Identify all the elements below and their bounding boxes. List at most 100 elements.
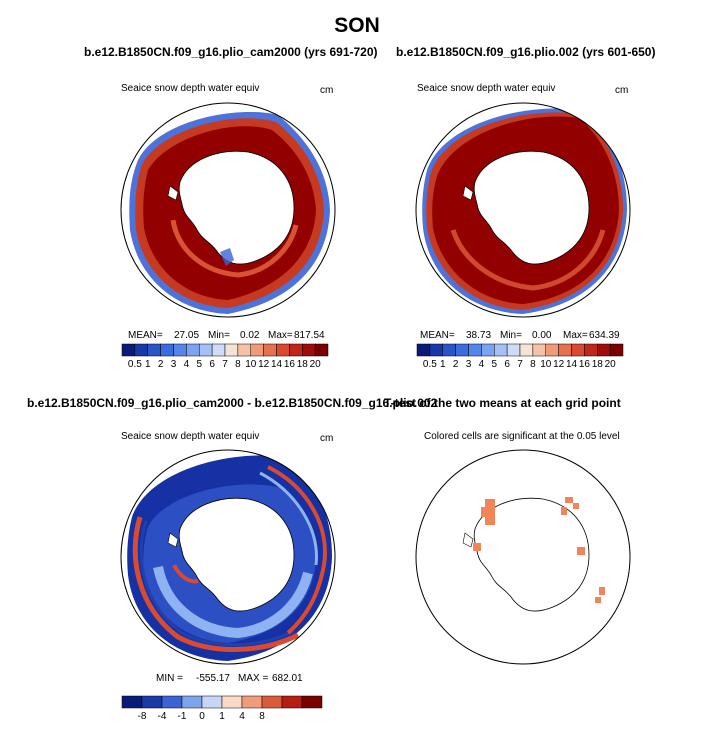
- colorbar-tick-label: 12: [258, 359, 270, 370]
- colorbar-swatch: [506, 343, 521, 357]
- polar-map-top-right: [415, 102, 631, 318]
- stat-max-top-right: 634.39: [589, 330, 620, 341]
- stat-max-label-top-left: Max=: [268, 330, 293, 341]
- colorbar-swatch: [532, 343, 546, 357]
- units-label-bottom-left: cm: [320, 433, 334, 444]
- colorbar-tick-label: 4: [239, 711, 245, 722]
- colorbar-tick-label: 8: [235, 359, 241, 370]
- colorbar-swatch: [241, 695, 263, 709]
- colorbar-swatch: [186, 343, 200, 357]
- colorbar-swatch: [571, 343, 585, 357]
- colorbar-swatch: [302, 343, 316, 357]
- colorbar-tick-label: 18: [297, 359, 309, 370]
- colorbar-swatch: [609, 343, 624, 357]
- colorbar-swatch: [161, 695, 183, 709]
- colorbar-tick-label: 8: [259, 711, 265, 722]
- colorbar-tick-label: 2: [158, 359, 164, 370]
- colorbar-tick-label: 12: [553, 359, 565, 370]
- colorbar-tick-label: 0.5: [423, 359, 437, 370]
- variable-label-top-right: Seaice snow depth water equiv: [417, 83, 556, 94]
- colorbar-tick-label: 18: [592, 359, 604, 370]
- colorbar-swatch: [121, 695, 143, 709]
- colorbar-tick-label: 0: [199, 711, 205, 722]
- colorbar-swatch: [584, 343, 598, 357]
- colorbar-tick-label: 10: [245, 359, 257, 370]
- colorbar-tick-label: 4: [184, 359, 190, 370]
- colorbar-swatch: [281, 695, 303, 709]
- stat-min-bottom-left: -555.17: [196, 673, 230, 684]
- colorbar-swatch: [481, 343, 495, 357]
- colorbar-swatch: [519, 343, 534, 357]
- colorbar-tick-label: 7: [517, 359, 523, 370]
- colorbar-swatch: [141, 695, 163, 709]
- variable-label-top-left: Seaice snow depth water equiv: [121, 83, 260, 94]
- colorbar-swatch: [314, 343, 329, 357]
- colorbar-swatch: [201, 695, 223, 709]
- colorbar-tick-label: -1: [178, 711, 187, 722]
- colorbar-tick-label: 1: [219, 711, 225, 722]
- stat-mean-label-top-left: MEAN=: [128, 330, 163, 341]
- colorbar-swatch: [545, 343, 559, 357]
- colorbar-tick-label: 8: [530, 359, 536, 370]
- colorbar-swatch: [558, 343, 572, 357]
- colorbar-swatch: [468, 343, 482, 357]
- colorbar-tick-label: 14: [271, 359, 283, 370]
- colorbar-swatch: [250, 343, 264, 357]
- colorbar-tick-label: 5: [491, 359, 497, 370]
- colorbar-tick-label: 7: [222, 359, 228, 370]
- colorbar-swatch: [237, 343, 251, 357]
- stat-min-label-top-left: Min=: [208, 330, 230, 341]
- figure-title: SON: [334, 14, 380, 37]
- colorbar-tick-label: 20: [605, 359, 617, 370]
- colorbar-tick-label: 3: [466, 359, 472, 370]
- polar-map-bottom-left: [120, 449, 336, 665]
- colorbar-tick-label: 16: [579, 359, 591, 370]
- colorbar-swatch: [442, 343, 456, 357]
- colorbar-swatch: [121, 343, 136, 357]
- colorbar-swatch: [221, 695, 243, 709]
- colorbar-tick-label: 5: [196, 359, 202, 370]
- stat-max-label-top-right: Max=: [563, 330, 588, 341]
- colorbar-swatch: [134, 343, 148, 357]
- colorbar-swatch: [416, 343, 431, 357]
- stat-mean-top-left: 27.05: [174, 330, 200, 341]
- caption-bottom-right: Colored cells are significant at the 0.0…: [424, 431, 620, 442]
- panel-title-bottom-right: T-test of the two means at each grid poi…: [384, 396, 621, 410]
- colorbar-tick-label: 1: [440, 359, 446, 370]
- colorbar-tick-label: 4: [479, 359, 485, 370]
- polar-map-top-left: [120, 102, 336, 318]
- colorbar-swatch: [211, 343, 226, 357]
- colorbar-swatch: [147, 343, 161, 357]
- colorbar-bottom-left: -8 -4 -1 0 1 4 8: [121, 695, 323, 722]
- colorbar-swatch: [494, 343, 508, 357]
- colorbar-tick-label: 1: [145, 359, 151, 370]
- colorbar-tick-label: -8: [138, 711, 147, 722]
- colorbar-tick-label: 16: [284, 359, 296, 370]
- colorbar-swatch: [455, 343, 469, 357]
- stat-min-top-right: 0.00: [532, 330, 552, 341]
- colorbar-swatch: [276, 343, 290, 357]
- colorbar-tick-label: 0.5: [128, 359, 142, 370]
- panel-title-top-left: b.e12.B1850CN.f09_g16.plio_cam2000 (yrs …: [84, 45, 378, 59]
- colorbar-tick-label: 6: [504, 359, 510, 370]
- units-label-top-left: cm: [320, 85, 334, 96]
- colorbar-swatch: [181, 695, 203, 709]
- stat-mean-label-top-right: MEAN=: [420, 330, 455, 341]
- colorbar-swatch: [199, 343, 213, 357]
- colorbar-tick-label: 20: [310, 359, 322, 370]
- units-label-top-right: cm: [615, 85, 629, 96]
- panel-title-bottom-left: b.e12.B1850CN.f09_g16.plio_cam2000 - b.e…: [27, 396, 438, 410]
- colorbar-tick-label: 2: [453, 359, 459, 370]
- colorbar-tick-label: 14: [566, 359, 578, 370]
- colorbar-tick-label: 3: [171, 359, 177, 370]
- colorbar-swatch: [160, 343, 174, 357]
- variable-label-bottom-left: Seaice snow depth water equiv: [121, 431, 260, 442]
- colorbar-tick-label: -4: [158, 711, 167, 722]
- stat-min-top-left: 0.02: [240, 330, 260, 341]
- colorbar-swatch: [597, 343, 611, 357]
- panel-title-top-right: b.e12.B1850CN.f09_g16.plio.002 (yrs 601-…: [396, 45, 656, 59]
- colorbar-swatch: [261, 695, 283, 709]
- stat-max-bottom-left: 682.01: [272, 673, 303, 684]
- colorbar-swatch: [173, 343, 187, 357]
- stat-min-label-bottom-left: MIN =: [156, 673, 183, 684]
